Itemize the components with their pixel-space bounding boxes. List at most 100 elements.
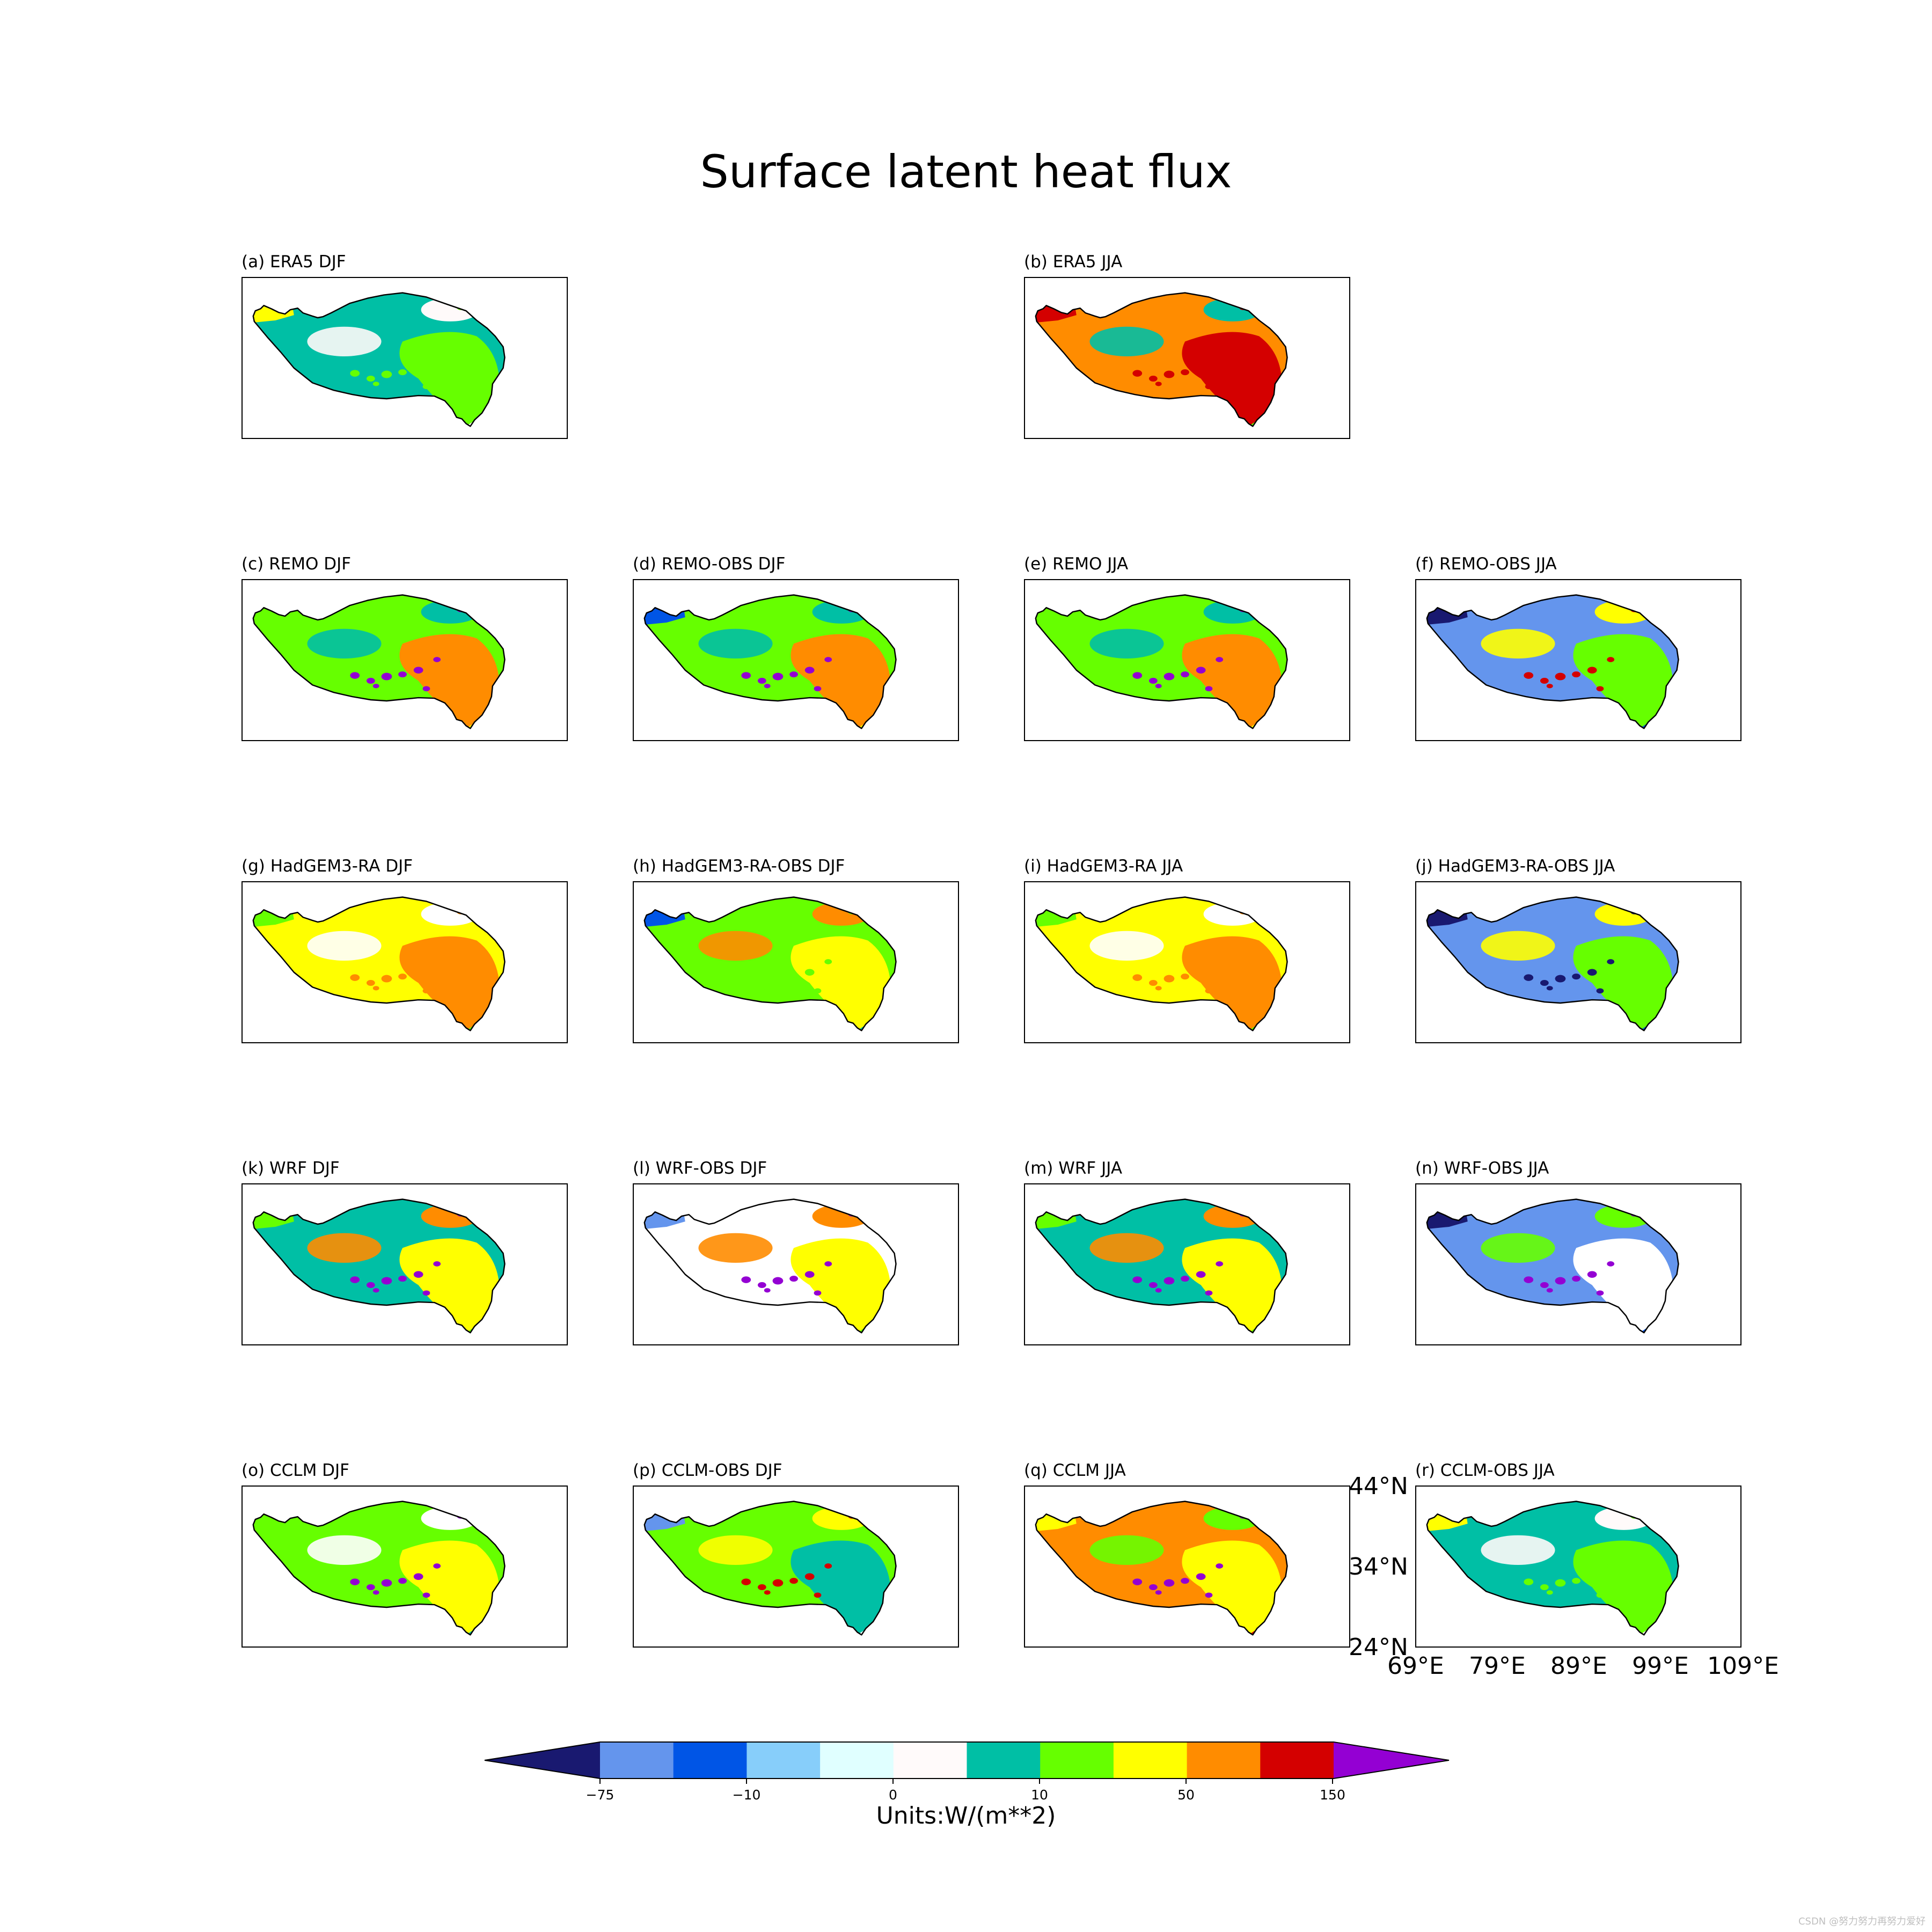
panel-title: (b) ERA5 JJA (1024, 252, 1123, 272)
plateau-map (1035, 292, 1288, 427)
plateau-map (643, 896, 897, 1031)
flux-spot (789, 974, 798, 980)
plateau-map (1035, 594, 1288, 729)
flux-spot (789, 671, 798, 678)
map-panel (633, 881, 959, 1043)
panel-title: (r) CCLM-OBS JJA (1415, 1461, 1555, 1480)
flux-field-north (1203, 1204, 1262, 1228)
plateau-map (252, 1501, 506, 1636)
flux-spot (1132, 1276, 1143, 1283)
plateau-map (1035, 896, 1288, 1031)
flux-spot (433, 1563, 441, 1569)
flux-spot (398, 974, 407, 980)
flux-field-north (421, 600, 480, 624)
flux-spot (757, 1282, 766, 1289)
panel-title: (q) CCLM JJA (1024, 1461, 1126, 1480)
colorbar-tick: −75 (586, 1787, 614, 1803)
flux-spot (366, 677, 375, 684)
flux-spot (433, 355, 441, 360)
flux-spot (1155, 1288, 1162, 1293)
flux-spot (1587, 667, 1597, 674)
panel-title: (p) CCLM-OBS DJF (633, 1461, 782, 1480)
flux-spot (789, 1578, 798, 1584)
flux-spot (1155, 382, 1162, 386)
flux-spot (366, 979, 375, 986)
colorbar-tick: 150 (1320, 1787, 1345, 1803)
map-panel (1415, 579, 1741, 741)
map-panel (1415, 1183, 1741, 1345)
panel-title: (f) REMO-OBS JJA (1415, 554, 1557, 574)
plateau-map (252, 896, 506, 1031)
map-panel (1024, 277, 1350, 439)
map-panel (1415, 1485, 1741, 1648)
colorbar-extend-high (1334, 1742, 1449, 1779)
figure-title: Surface latent heat flux (700, 145, 1232, 198)
flux-field-central (1089, 628, 1164, 659)
map-panel (633, 1183, 959, 1345)
flux-spot (1555, 975, 1566, 983)
flux-field-east (399, 1540, 500, 1635)
flux-spot (398, 671, 407, 678)
map-panel (1024, 1485, 1350, 1648)
flux-field-east (791, 1540, 891, 1635)
flux-spot (372, 1288, 379, 1293)
plateau-boundary (1035, 292, 1288, 427)
flux-field-east (1573, 1540, 1673, 1635)
colorbar-units-label: Units:W/(m**2) (876, 1802, 1056, 1829)
flux-spot (350, 1578, 360, 1585)
flux-spot (1163, 672, 1175, 680)
flux-spot (1181, 369, 1189, 376)
flux-spot (1181, 1276, 1189, 1282)
flux-spot (764, 986, 771, 991)
flux-field-central (1481, 1233, 1555, 1263)
colorbar-tick: 10 (1031, 1787, 1048, 1803)
flux-field-central (307, 628, 382, 659)
flux-spot (1205, 1290, 1213, 1296)
flux-field-central (1089, 1535, 1164, 1565)
flux-spot (1596, 1290, 1604, 1296)
flux-spot (1587, 969, 1597, 976)
flux-spot (1546, 684, 1553, 689)
map-panel (241, 1485, 568, 1648)
flux-spot (350, 974, 360, 981)
colorbar-tick: −10 (732, 1787, 761, 1803)
panel-title: (g) HadGEM3-RA DJF (241, 857, 413, 876)
flux-spot (372, 382, 379, 386)
flux-spot (1163, 1579, 1175, 1587)
flux-spot (350, 370, 360, 377)
colorbar-bin (600, 1742, 674, 1779)
flux-field-central (698, 931, 773, 961)
flux-spot (1540, 677, 1549, 684)
map-panel (241, 579, 568, 741)
flux-spot (1181, 1578, 1189, 1584)
lon-label-89e: 89°E (1550, 1652, 1607, 1680)
flux-spot (1607, 959, 1615, 964)
map-panel (633, 579, 959, 741)
flux-spot (789, 1276, 798, 1282)
lat-label-34n: 34°N (1349, 1553, 1408, 1580)
flux-spot (757, 677, 766, 684)
panel-title: (j) HadGEM3-RA-OBS JJA (1415, 857, 1615, 876)
flux-spot (1607, 1563, 1615, 1569)
watermark: CSDN @努力努力再努力爱好 (1798, 1916, 1926, 1927)
flux-field-central (307, 326, 382, 357)
colorbar-bin (1040, 1742, 1114, 1779)
plateau-map (252, 594, 506, 729)
plateau-boundary (252, 1198, 506, 1334)
flux-spot (1148, 1584, 1158, 1591)
flux-field-central (307, 931, 382, 961)
flux-spot (1524, 672, 1534, 679)
plateau-boundary (1035, 594, 1288, 729)
flux-spot (741, 1276, 751, 1283)
flux-field-central (1481, 628, 1555, 659)
flux-spot (1196, 969, 1206, 976)
flux-spot (1540, 979, 1549, 986)
flux-spot (1132, 1578, 1143, 1585)
flux-spot (804, 667, 815, 674)
flux-spot (814, 1290, 822, 1296)
flux-spot (413, 1271, 423, 1278)
flux-field-central (698, 628, 773, 659)
flux-spot (1596, 988, 1604, 994)
flux-spot (764, 1590, 771, 1595)
flux-field-east (1573, 634, 1673, 729)
